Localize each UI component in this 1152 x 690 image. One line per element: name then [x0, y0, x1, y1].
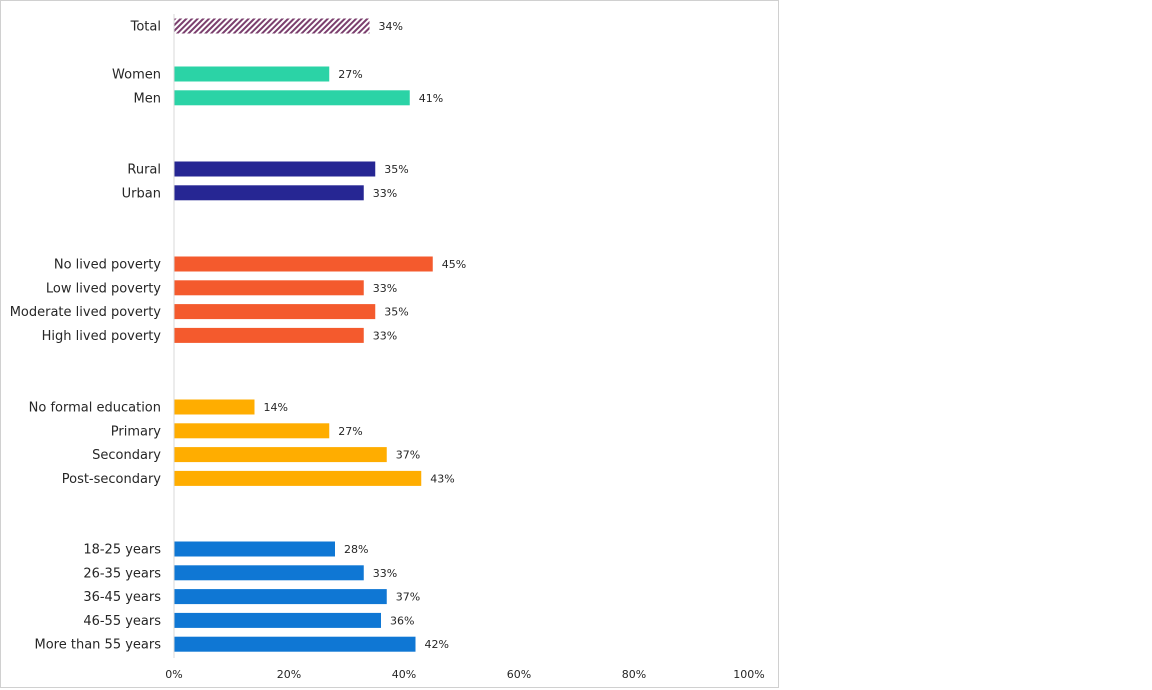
data-label: 45% [442, 258, 466, 271]
bar [174, 636, 416, 652]
category-label: Low lived poverty [46, 281, 161, 296]
data-label: 27% [338, 425, 362, 438]
data-label: 33% [373, 187, 397, 200]
category-label: Urban [122, 186, 161, 201]
chart-frame [0, 0, 779, 688]
data-label: 33% [373, 567, 397, 580]
category-label: No lived poverty [54, 258, 161, 273]
bar [174, 18, 370, 34]
data-label: 27% [338, 68, 362, 81]
data-label: 36% [390, 614, 414, 627]
category-label: No formal education [29, 401, 161, 416]
bar [174, 327, 364, 343]
category-label: Secondary [92, 448, 161, 463]
bar [174, 280, 364, 296]
data-label: 28% [344, 543, 368, 556]
data-label: 37% [396, 591, 420, 604]
category-label: Rural [127, 163, 161, 178]
category-label: Post-secondary [62, 472, 162, 487]
data-label: 33% [373, 329, 397, 342]
category-label: Women [112, 68, 161, 83]
category-label: 46-55 years [83, 614, 161, 629]
bar [174, 612, 381, 628]
bar [174, 304, 376, 320]
category-label: 18-25 years [83, 543, 161, 558]
bar [174, 447, 387, 463]
bar [174, 565, 364, 581]
bar [174, 256, 433, 272]
data-label: 35% [384, 306, 408, 319]
x-tick-label: 80% [622, 668, 646, 681]
data-label: 37% [396, 449, 420, 462]
data-label: 41% [419, 92, 443, 105]
category-label: Men [134, 91, 161, 106]
x-tick-label: 40% [392, 668, 416, 681]
data-label: 35% [384, 163, 408, 176]
data-label: 43% [430, 472, 454, 485]
data-label: 34% [379, 20, 403, 33]
x-tick-label: 20% [277, 668, 301, 681]
bar [174, 161, 376, 177]
bar [174, 589, 387, 605]
category-label: Primary [111, 424, 162, 439]
x-tick-label: 100% [733, 668, 764, 681]
data-label: 42% [425, 638, 449, 651]
bar [174, 66, 330, 82]
bar-chart: Total 34% Women 27% Men 41% Rural 35% Urban 33% No… [10, 14, 765, 681]
category-label: Moderate lived poverty [10, 305, 162, 320]
bar [174, 470, 422, 486]
x-tick-label: 0% [165, 668, 182, 681]
category-label: 36-45 years [83, 590, 161, 605]
bar [174, 423, 330, 439]
data-label: 33% [373, 282, 397, 295]
category-label: Total [130, 20, 161, 35]
bar [174, 541, 335, 557]
category-label: High lived poverty [42, 329, 162, 344]
bar [174, 399, 255, 415]
data-label: 14% [264, 401, 288, 414]
bar [174, 185, 364, 201]
category-label: More than 55 years [35, 638, 162, 653]
bar [174, 90, 410, 106]
category-label: 26-35 years [83, 566, 161, 581]
axis-layer: Total 34% Women 27% Men 41% Rural 35% Urban 33% No… [10, 14, 765, 681]
x-tick-label: 60% [507, 668, 531, 681]
bars-layer [174, 18, 433, 652]
